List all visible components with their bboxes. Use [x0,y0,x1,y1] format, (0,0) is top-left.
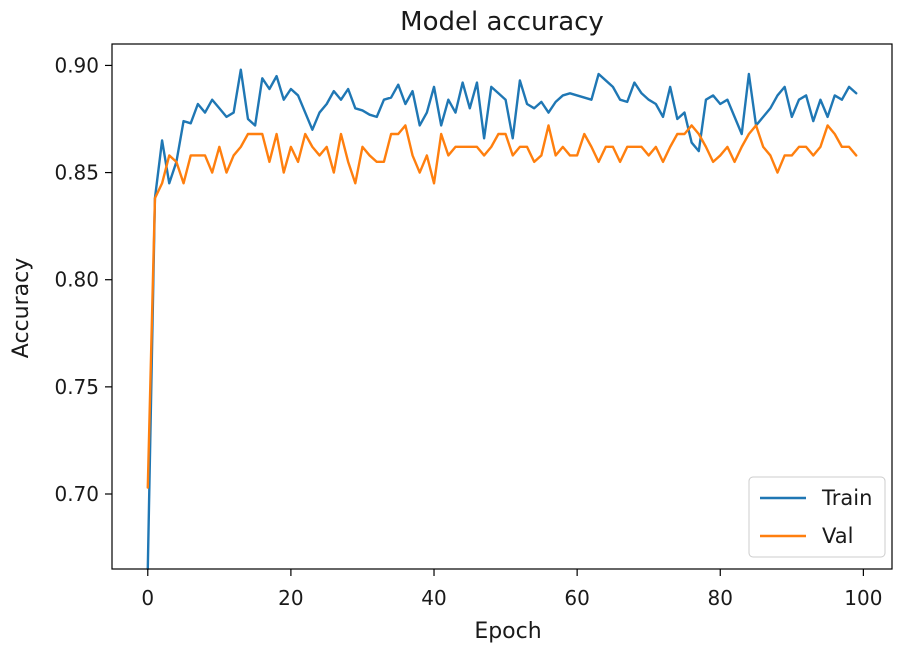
series-line-train [146,68,858,571]
y-tick-label: 0.90 [54,53,99,77]
x-tick-label: 0 [141,586,154,610]
x-axis-label: Epoch [474,619,541,644]
series-layer [146,68,858,571]
legend: Train Val [748,476,886,558]
y-tick-label: 0.85 [54,161,99,185]
x-tick-label: 60 [564,586,589,610]
y-axis-label: Accuracy [9,258,34,358]
x-tick-label: 100 [844,586,882,610]
y-tick-label: 0.75 [54,375,99,399]
y-tick-label: 0.70 [54,482,99,506]
x-tick-label: 80 [708,586,733,610]
y-tick-label: 0.80 [54,268,99,292]
legend-val-label: Val [822,524,853,548]
series-line-val [146,124,858,489]
legend-train-label: Train [821,486,872,510]
plot-frame [111,43,893,570]
ticks-layer: 0 20 40 60 80 100 0.70 0.75 0.80 0.85 0.90 [54,53,882,610]
chart-title: Model accuracy [400,7,604,37]
x-tick-label: 40 [421,586,446,610]
x-tick-label: 20 [278,586,303,610]
